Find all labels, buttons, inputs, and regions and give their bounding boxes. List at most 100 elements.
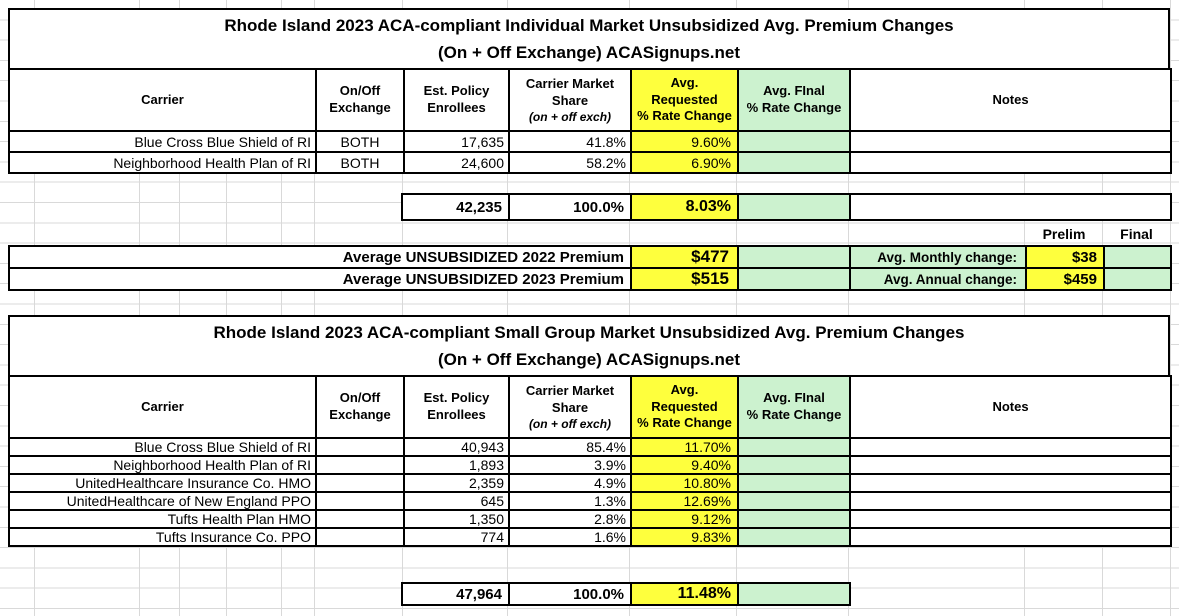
cell-notes — [849, 437, 1172, 457]
cell-final-change — [737, 437, 851, 457]
cell-requested-change: 6.90% — [630, 151, 739, 174]
table-row: Blue Cross Blue Shield of RI BOTH 17,635… — [8, 130, 1172, 153]
small-group-market-title: Rhode Island 2023 ACA-compliant Small Gr… — [8, 315, 1170, 377]
final-column-label: Final — [1120, 226, 1153, 242]
cell-market-share: 58.2% — [508, 151, 632, 174]
prelim-column-label: Prelim — [1042, 226, 1086, 242]
table-row: Average UNSUBSIDIZED 2022 Premium $477 A… — [8, 245, 1172, 269]
cell-final-change — [737, 509, 851, 529]
cell-exchange — [315, 473, 405, 493]
cell-exchange — [315, 491, 405, 511]
cell-market-share: 4.9% — [508, 473, 632, 493]
cell-final-change — [737, 151, 851, 174]
cell-requested-change: 11.70% — [630, 437, 739, 457]
premium-final-cell — [737, 267, 851, 291]
cell-final-change — [737, 491, 851, 511]
cell-requested-change: 10.80% — [630, 473, 739, 493]
cell-enrollees: 2,359 — [403, 473, 510, 493]
cell-notes — [849, 509, 1172, 529]
cell-exchange: BOTH — [315, 130, 405, 153]
premium-value: $515 — [630, 267, 739, 291]
cell-notes — [849, 527, 1172, 547]
cell-final-change — [737, 455, 851, 475]
cell-final-change — [737, 473, 851, 493]
premium-final-cell — [737, 245, 851, 269]
individual-market-title: Rhode Island 2023 ACA-compliant Individu… — [8, 8, 1170, 70]
cell-exchange: BOTH — [315, 151, 405, 174]
cell-carrier: Tufts Insurance Co. PPO — [8, 527, 317, 547]
individual-total-row: 42,235 100.0% 8.03% — [401, 193, 1172, 221]
header-final-change: Avg. FInal % Rate Change — [737, 68, 851, 132]
cell-enrollees: 1,893 — [403, 455, 510, 475]
total-enrollees: 42,235 — [401, 193, 510, 221]
table-row: Blue Cross Blue Shield of RI 40,943 85.4… — [8, 437, 1172, 457]
cell-market-share: 85.4% — [508, 437, 632, 457]
change-final-cell — [1103, 245, 1172, 269]
change-prelim-value: $459 — [1025, 267, 1105, 291]
total-market-share: 100.0% — [508, 582, 632, 606]
cell-enrollees: 645 — [403, 491, 510, 511]
change-prelim-value: $38 — [1025, 245, 1105, 269]
header-carrier: Carrier — [8, 68, 317, 132]
cell-market-share: 1.3% — [508, 491, 632, 511]
header-requested-change: Avg. Requested % Rate Change — [630, 375, 739, 439]
cell-requested-change: 12.69% — [630, 491, 739, 511]
cell-market-share: 41.8% — [508, 130, 632, 153]
table-row: Neighborhood Health Plan of RI 1,893 3.9… — [8, 455, 1172, 475]
cell-requested-change: 9.60% — [630, 130, 739, 153]
header-row: Carrier On/Off Exchange Est. Policy Enro… — [8, 68, 1172, 132]
small-group-market-table: Carrier On/Off Exchange Est. Policy Enro… — [8, 375, 1172, 547]
cell-market-share: 3.9% — [508, 455, 632, 475]
total-requested-change: 11.48% — [630, 582, 739, 606]
cell-market-share: 1.6% — [508, 527, 632, 547]
cell-notes — [849, 151, 1172, 174]
cell-exchange — [315, 455, 405, 475]
header-enrollees: Est. Policy Enrollees — [403, 375, 510, 439]
change-label: Avg. Monthly change: — [849, 245, 1027, 269]
table-row: UnitedHealthcare Insurance Co. HMO 2,359… — [8, 473, 1172, 493]
cell-enrollees: 24,600 — [403, 151, 510, 174]
cell-carrier: Neighborhood Health Plan of RI — [8, 455, 317, 475]
total-final-change — [737, 193, 851, 221]
table-row: Neighborhood Health Plan of RI BOTH 24,6… — [8, 151, 1172, 174]
header-notes: Notes — [849, 375, 1172, 439]
cell-carrier: UnitedHealthcare Insurance Co. HMO — [8, 473, 317, 493]
individual-market-table: Carrier On/Off Exchange Est. Policy Enro… — [8, 68, 1172, 174]
cell-carrier: Blue Cross Blue Shield of RI — [8, 437, 317, 457]
change-label: Avg. Annual change: — [849, 267, 1027, 291]
cell-requested-change: 9.40% — [630, 455, 739, 475]
header-final-change: Avg. FInal % Rate Change — [737, 375, 851, 439]
premium-value: $477 — [630, 245, 739, 269]
cell-exchange — [315, 437, 405, 457]
header-row: Carrier On/Off Exchange Est. Policy Enro… — [8, 375, 1172, 439]
header-exchange: On/Off Exchange — [315, 375, 405, 439]
header-market-share: Carrier Market Share (on + off exch) — [508, 68, 632, 132]
cell-final-change — [737, 130, 851, 153]
cell-carrier: Blue Cross Blue Shield of RI — [8, 130, 317, 153]
cell-requested-change: 9.83% — [630, 527, 739, 547]
header-market-share-subnote: (on + off exch) — [528, 109, 612, 124]
cell-enrollees: 17,635 — [403, 130, 510, 153]
cell-exchange — [315, 527, 405, 547]
header-notes: Notes — [849, 68, 1172, 132]
table-row: Average UNSUBSIDIZED 2023 Premium $515 A… — [8, 267, 1172, 291]
total-requested-change: 8.03% — [630, 193, 739, 221]
cell-enrollees: 774 — [403, 527, 510, 547]
header-exchange: On/Off Exchange — [315, 68, 405, 132]
cell-market-share: 2.8% — [508, 509, 632, 529]
table-row: Tufts Health Plan HMO 1,350 2.8% 9.12% — [8, 509, 1172, 529]
cell-enrollees: 40,943 — [403, 437, 510, 457]
cell-exchange — [315, 509, 405, 529]
total-final-change — [737, 582, 851, 606]
cell-carrier: UnitedHealthcare of New England PPO — [8, 491, 317, 511]
cell-requested-change: 9.12% — [630, 509, 739, 529]
cell-notes — [849, 455, 1172, 475]
small-group-total-row: 47,964 100.0% 11.48% — [401, 582, 851, 606]
header-market-share-subnote: (on + off exch) — [528, 416, 612, 431]
change-final-cell — [1103, 267, 1172, 291]
premium-row-label: Average UNSUBSIDIZED 2023 Premium — [8, 267, 632, 291]
header-market-share: Carrier Market Share (on + off exch) — [508, 375, 632, 439]
header-requested-change: Avg. Requested % Rate Change — [630, 68, 739, 132]
total-notes — [849, 193, 1172, 221]
